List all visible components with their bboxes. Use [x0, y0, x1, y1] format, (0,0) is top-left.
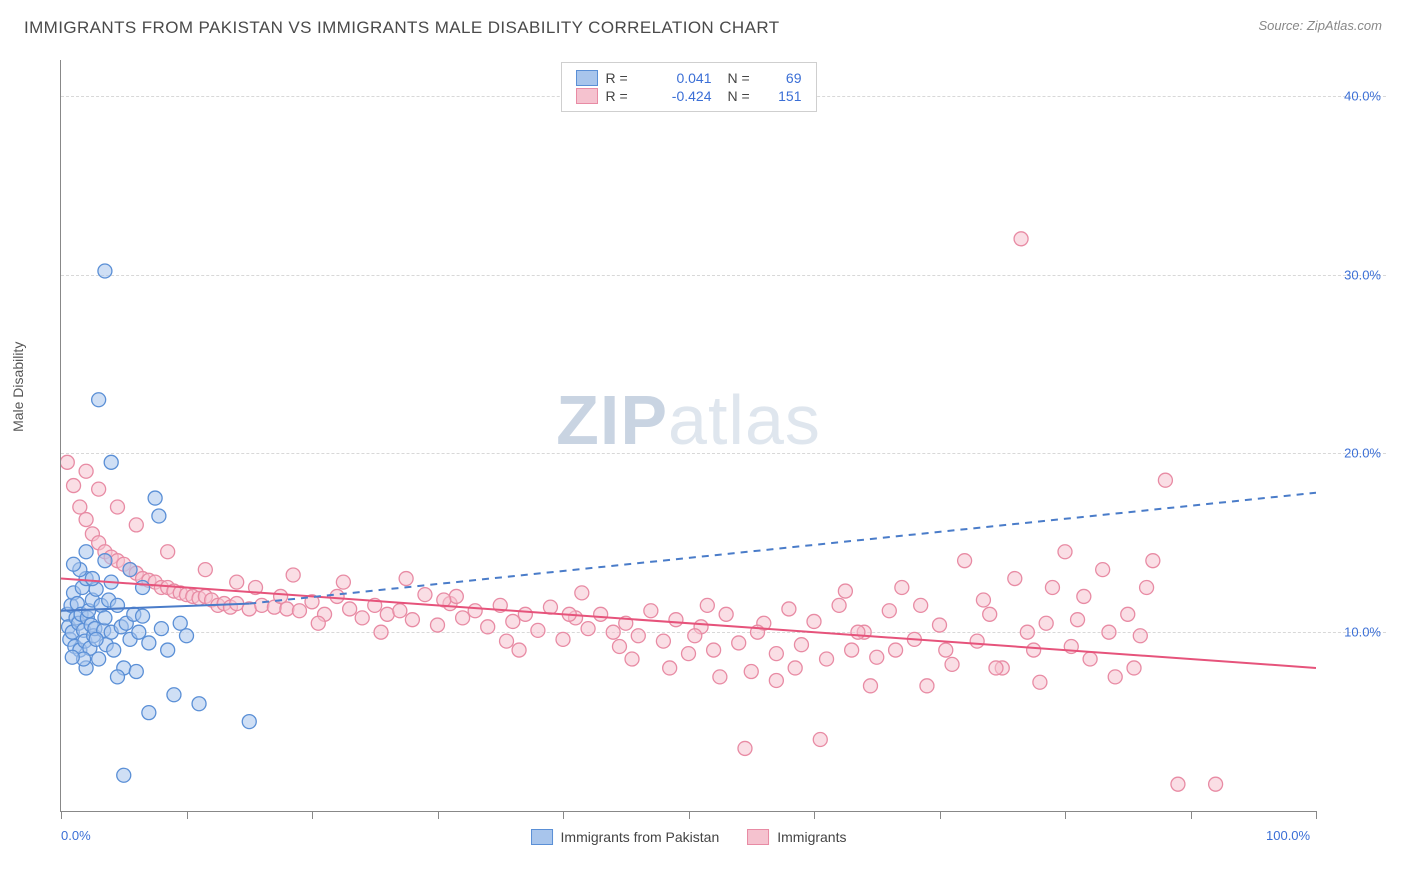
- series-legend: Immigrants from Pakistan Immigrants: [531, 829, 847, 845]
- scatter-svg: [61, 60, 1316, 811]
- legend-item-blue: Immigrants from Pakistan: [531, 829, 720, 845]
- swatch-pink-2: [747, 829, 769, 845]
- r-value-blue: 0.041: [650, 70, 712, 86]
- swatch-blue: [576, 70, 598, 86]
- source-attribution: Source: ZipAtlas.com: [1258, 18, 1382, 33]
- plot-area: ZIPatlas R = 0.041 N = 69 R = -0.424 N =…: [60, 60, 1316, 812]
- n-value-blue: 69: [766, 70, 802, 86]
- r-value-pink: -0.424: [650, 88, 712, 104]
- legend-row-pink: R = -0.424 N = 151: [576, 87, 802, 105]
- legend-label-blue: Immigrants from Pakistan: [561, 829, 720, 845]
- chart-title: IMMIGRANTS FROM PAKISTAN VS IMMIGRANTS M…: [24, 18, 779, 38]
- swatch-pink: [576, 88, 598, 104]
- swatch-blue-2: [531, 829, 553, 845]
- legend-label-pink: Immigrants: [777, 829, 846, 845]
- chart-header: IMMIGRANTS FROM PAKISTAN VS IMMIGRANTS M…: [0, 0, 1406, 46]
- chart-container: Male Disability ZIPatlas R = 0.041 N = 6…: [50, 60, 1386, 842]
- legend-item-pink: Immigrants: [747, 829, 846, 845]
- y-axis-title: Male Disability: [10, 342, 26, 432]
- legend-row-blue: R = 0.041 N = 69: [576, 69, 802, 87]
- n-value-pink: 151: [766, 88, 802, 104]
- correlation-legend: R = 0.041 N = 69 R = -0.424 N = 151: [561, 62, 817, 112]
